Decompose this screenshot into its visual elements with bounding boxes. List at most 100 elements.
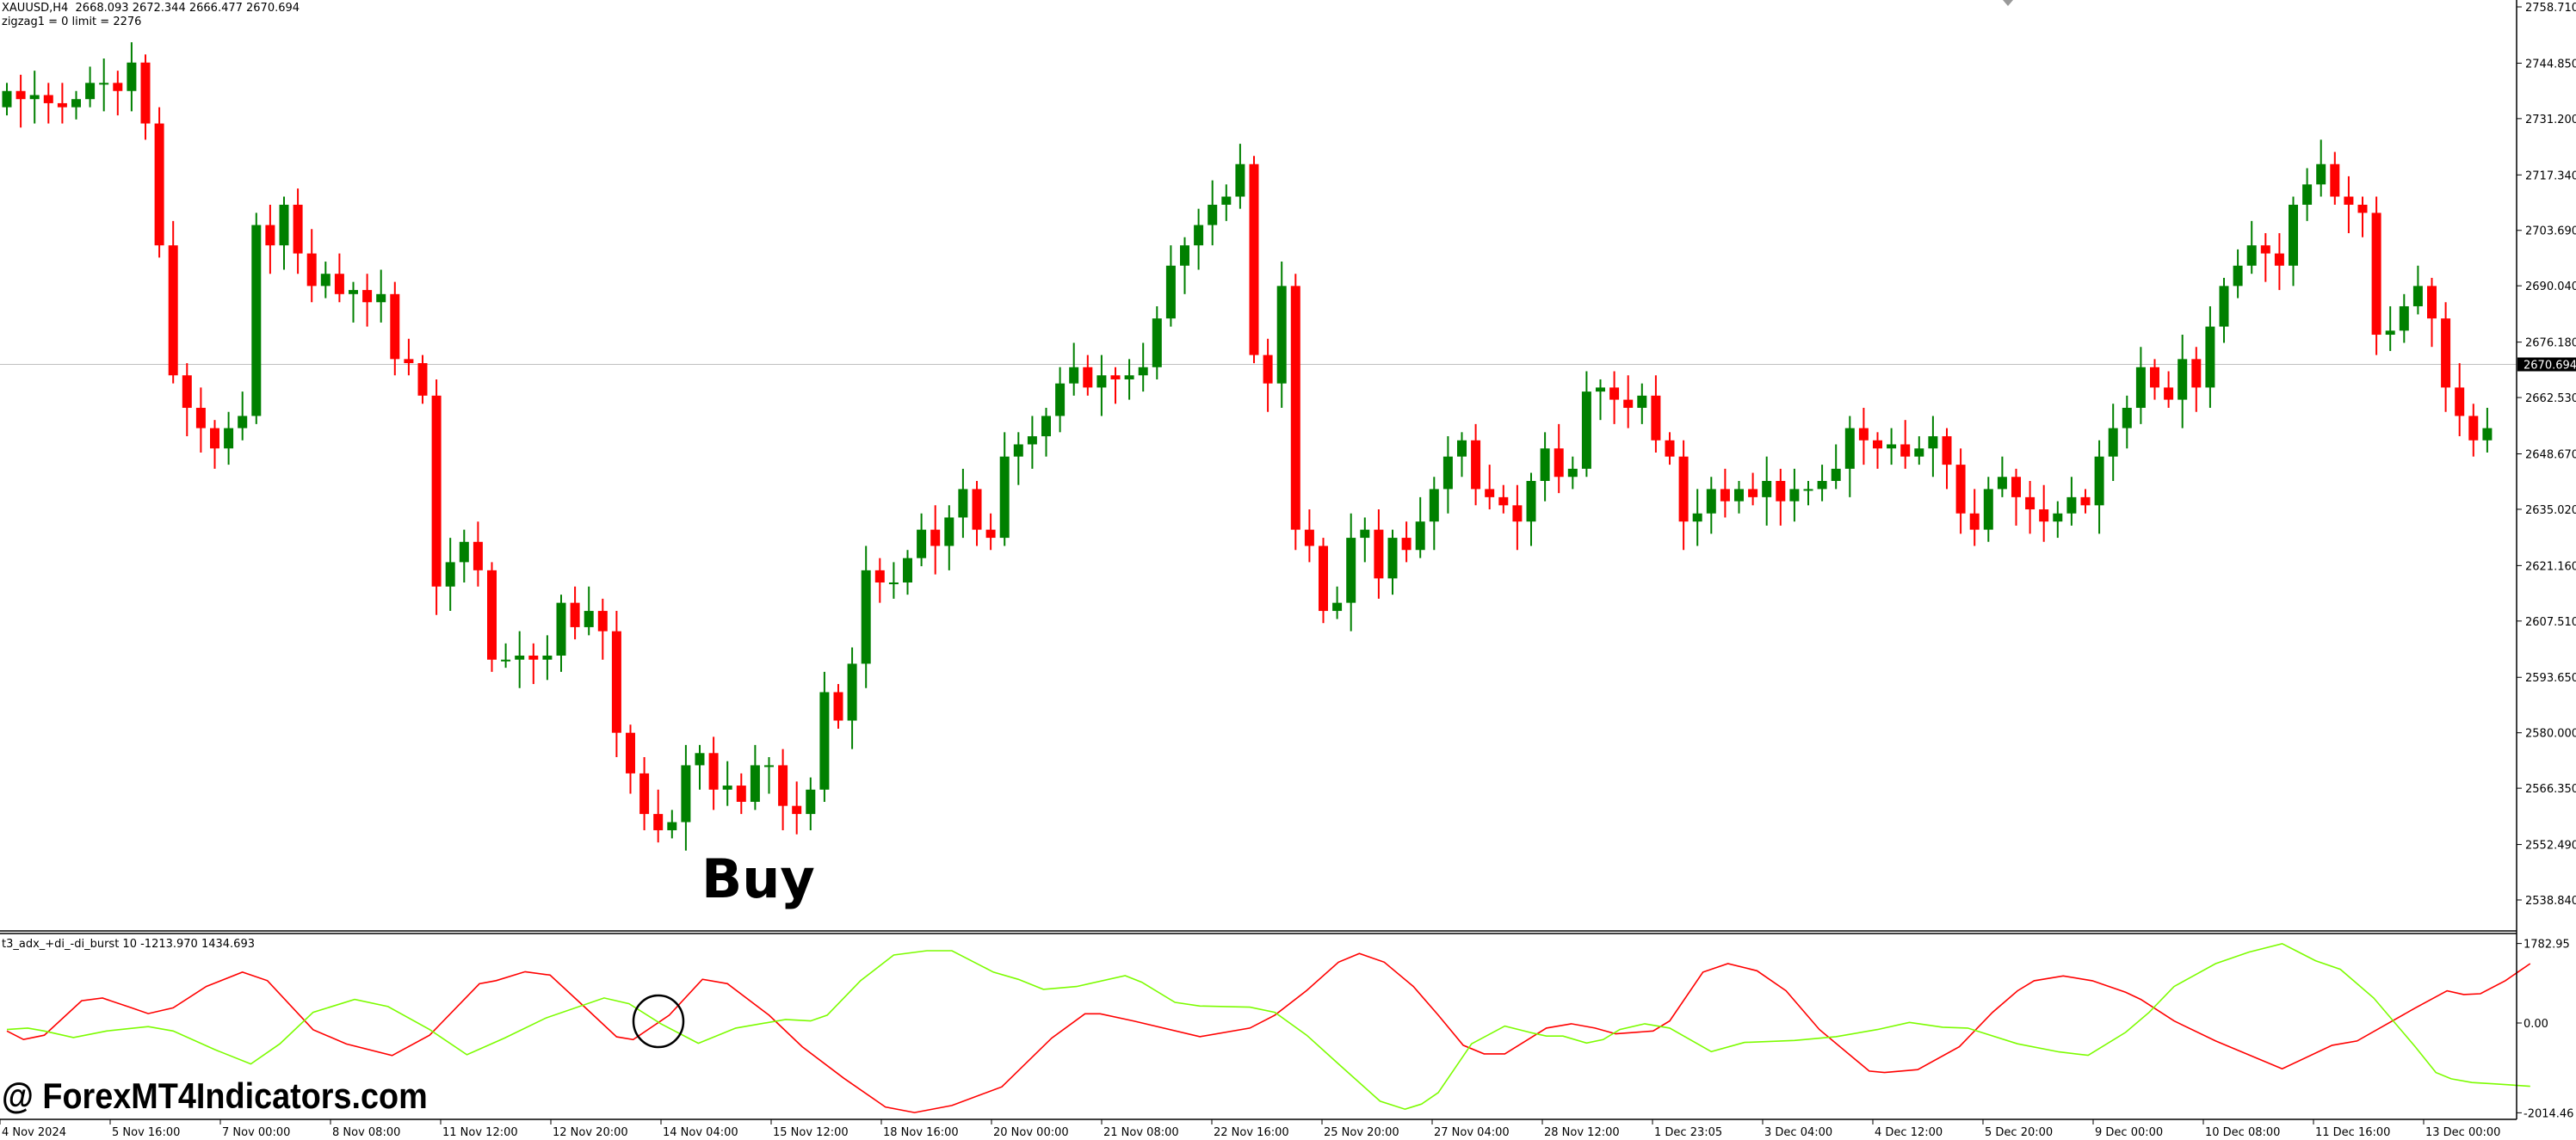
candle (2357, 196, 2368, 237)
candle-body (1485, 489, 1495, 497)
price-tick-label: 2690.040 (2525, 280, 2576, 293)
candle-body (888, 582, 899, 585)
price-tick-label: 2552.490 (2525, 840, 2576, 853)
candle-body (2385, 330, 2395, 336)
price-axis[interactable]: 2758.710 2744.850 2731.200 2717.340 2703.690… (2517, 2, 2576, 908)
candle-body (1457, 440, 1467, 457)
price-tick-label: 2635.020 (2525, 504, 2576, 517)
candle (210, 420, 219, 469)
candle (1776, 468, 1786, 526)
candle (528, 643, 539, 685)
candle (2274, 233, 2284, 291)
candle-body (2399, 305, 2409, 331)
candle-body (71, 99, 81, 108)
candle-body (1997, 477, 2007, 490)
candle-body (584, 611, 594, 627)
price-tick-label: 2703.690 (2525, 225, 2576, 238)
candle (611, 611, 621, 758)
candle-body (570, 602, 580, 627)
candle-body (1387, 538, 1398, 579)
candle-body (501, 659, 511, 662)
time-tick-label: 20 Nov 00:00 (993, 1126, 1069, 1139)
candle-body (29, 95, 40, 100)
candle-body (1152, 318, 1162, 367)
candle (15, 74, 26, 128)
candle (597, 598, 608, 660)
candle (1665, 432, 1675, 465)
candle (29, 71, 40, 124)
candle (487, 562, 497, 672)
candle-body (1596, 387, 1605, 392)
time-tick-label: 5 Dec 20:00 (1985, 1126, 2053, 1139)
candle-body (556, 602, 566, 656)
chart-shift-marker-icon[interactable] (2003, 0, 2013, 6)
candle-body (320, 274, 330, 287)
candle-body (1346, 538, 1356, 603)
candle (1692, 489, 1702, 546)
candle (404, 338, 414, 376)
candle (667, 810, 677, 839)
candle (1581, 371, 1591, 478)
candle (999, 432, 1010, 546)
candle (265, 204, 275, 274)
candle-body (2135, 367, 2146, 409)
candle-body (999, 456, 1010, 539)
candle-body (2246, 245, 2257, 266)
candle (1567, 456, 1578, 490)
candles (2, 42, 2493, 851)
candle (1471, 423, 1481, 506)
candle (764, 757, 774, 794)
candle-body (1401, 538, 1412, 551)
candle-body (917, 529, 927, 558)
candle-body (2178, 359, 2188, 400)
candle-body (417, 363, 428, 396)
candle-body (1249, 163, 1259, 355)
time-tick-label: 14 Nov 04:00 (663, 1126, 738, 1139)
candle (1055, 367, 1066, 433)
candle (1180, 237, 1189, 294)
candle (1263, 338, 1273, 412)
candle (2122, 395, 2132, 449)
candle (1734, 480, 1744, 514)
price-tick-label: 2717.340 (2525, 169, 2576, 182)
candle (334, 253, 344, 303)
price-tick-label: 2607.510 (2525, 616, 2576, 629)
candle (888, 562, 899, 599)
candle (2135, 347, 2146, 424)
candle-body (861, 570, 871, 664)
candle-body (224, 428, 234, 449)
candle (2302, 168, 2313, 221)
candle-body (99, 83, 109, 85)
candle (1596, 379, 1605, 421)
candle (1360, 517, 1370, 563)
candle (958, 468, 968, 539)
time-axis[interactable]: 4 Nov 2024 5 Nov 16:00 7 Nov 00:00 8 Nov 08… (0, 1119, 2500, 1139)
candle-body (1512, 505, 1523, 522)
candle (2219, 277, 2229, 343)
candle-body (750, 765, 760, 802)
candle-body (1138, 367, 1148, 376)
minus-di-line (6, 942, 2530, 1111)
candle (293, 188, 303, 274)
candle-body (2289, 204, 2298, 266)
candle (1526, 472, 1536, 546)
candle (224, 411, 234, 465)
candle-body (431, 395, 442, 587)
candle-body (113, 83, 123, 91)
candle-body (1900, 444, 1911, 457)
candle-body (944, 517, 954, 546)
candle-body (792, 805, 802, 815)
candle (57, 83, 67, 124)
candle-body (2371, 213, 2381, 336)
candle-body (1623, 399, 1634, 409)
time-tick-label: 28 Nov 12:00 (1544, 1126, 1620, 1139)
candle (2025, 480, 2035, 534)
candle-body (473, 541, 483, 570)
candle-body (306, 253, 317, 287)
candle-body (736, 786, 746, 802)
candle (985, 513, 996, 551)
candle (1512, 484, 1523, 551)
candle (2246, 220, 2257, 274)
candle (1124, 359, 1134, 400)
